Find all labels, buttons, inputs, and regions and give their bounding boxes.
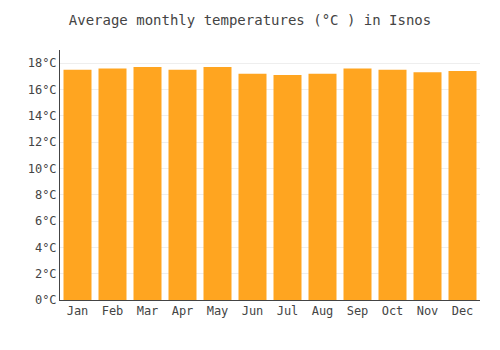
svg-text:Mar: Mar [137, 304, 159, 318]
svg-text:Jul: Jul [277, 304, 299, 318]
svg-text:Sep: Sep [347, 304, 369, 318]
svg-text:Dec: Dec [452, 304, 474, 318]
svg-text:14°C: 14°C [28, 109, 57, 123]
svg-text:18°C: 18°C [28, 56, 57, 70]
svg-text:2°C: 2°C [35, 267, 57, 281]
svg-text:0°C: 0°C [35, 293, 57, 307]
svg-text:Oct: Oct [382, 304, 404, 318]
svg-text:Jan: Jan [67, 304, 89, 318]
svg-text:May: May [207, 304, 229, 318]
svg-text:4°C: 4°C [35, 241, 57, 255]
svg-text:Apr: Apr [172, 304, 194, 318]
svg-text:Average monthly temperatures (: Average monthly temperatures (°C ) in Is… [69, 12, 431, 28]
svg-text:8°C: 8°C [35, 188, 57, 202]
svg-text:10°C: 10°C [28, 162, 57, 176]
svg-text:Aug: Aug [312, 304, 334, 318]
svg-text:Feb: Feb [102, 304, 124, 318]
svg-text:16°C: 16°C [28, 83, 57, 97]
svg-text:6°C: 6°C [35, 214, 57, 228]
svg-text:Nov: Nov [417, 304, 439, 318]
svg-text:Jun: Jun [242, 304, 264, 318]
svg-text:12°C: 12°C [28, 135, 57, 149]
